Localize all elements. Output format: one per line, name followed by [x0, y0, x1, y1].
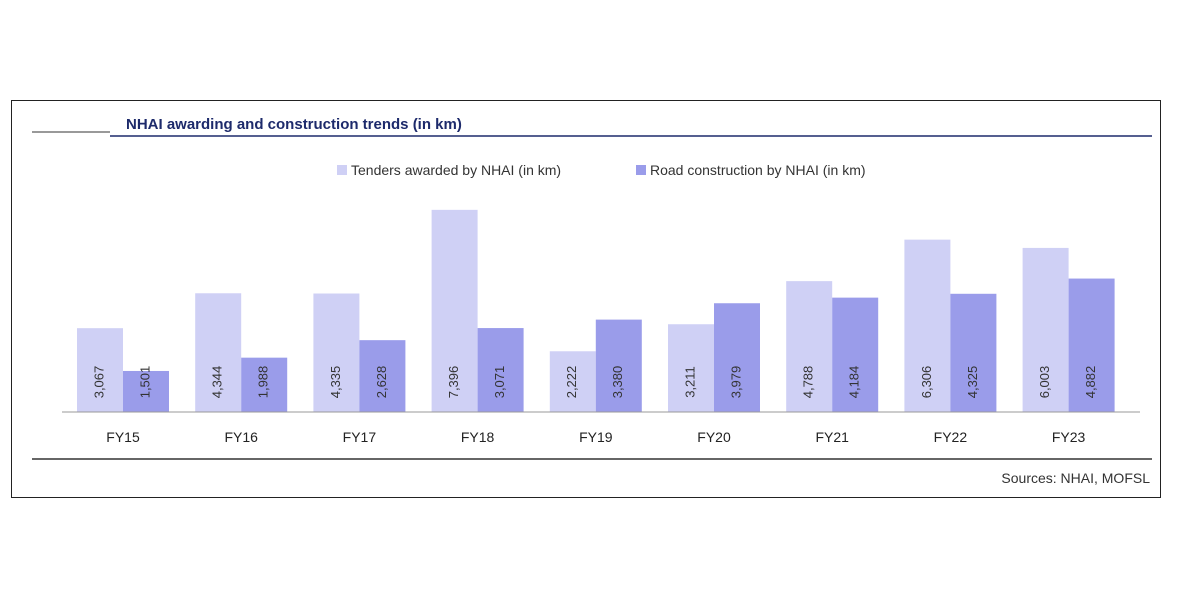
bar-construction-fy16	[241, 357, 288, 412]
bar-construction-fy21	[832, 297, 879, 412]
value-label-tenders-fy17: 4,335	[328, 366, 343, 399]
bar-construction-fy17	[359, 340, 406, 412]
legend-swatch-tenders	[337, 165, 347, 175]
x-tick-fy17: FY17	[343, 429, 377, 445]
legend-swatch-construction	[636, 165, 646, 175]
source-note: Sources: NHAI, MOFSL	[1001, 470, 1150, 486]
value-label-construction-fy18: 3,071	[492, 366, 507, 399]
value-label-tenders-fy15: 3,067	[91, 366, 106, 399]
x-tick-fy23: FY23	[1052, 429, 1086, 445]
bar-construction-fy20	[714, 303, 760, 412]
bar-tenders-fy19	[549, 351, 596, 412]
value-label-tenders-fy23: 6,003	[1037, 366, 1052, 399]
value-label-tenders-fy19: 2,222	[564, 366, 579, 399]
value-label-construction-fy16: 1,988	[256, 366, 271, 399]
value-label-construction-fy23: 4,882	[1083, 366, 1098, 399]
x-tick-fy20: FY20	[697, 429, 731, 445]
legend: Tenders awarded by NHAI (in km) Road con…	[337, 162, 866, 178]
value-label-construction-fy22: 4,325	[965, 366, 980, 399]
value-label-tenders-fy21: 4,788	[801, 366, 816, 399]
legend-label-tenders: Tenders awarded by NHAI (in km)	[351, 162, 561, 178]
bar-construction-fy23	[1068, 278, 1115, 412]
value-labels-group: 3,067 1,501 4,344 1,988 4,335 2,628 7,396 3,071…	[91, 366, 1098, 399]
x-tick-fy19: FY19	[579, 429, 613, 445]
x-tick-fy21: FY21	[815, 429, 849, 445]
x-tick-fy16: FY16	[224, 429, 258, 445]
bar-tenders-fy20	[668, 324, 714, 412]
x-tick-fy15: FY15	[106, 429, 140, 445]
value-label-tenders-fy22: 6,306	[919, 366, 934, 399]
bar-construction-fy18	[477, 328, 524, 412]
value-label-construction-fy21: 4,184	[847, 366, 862, 399]
bar-tenders-fy17	[313, 293, 360, 412]
bar-tenders-fy15	[77, 328, 123, 412]
value-label-construction-fy15: 1,501	[137, 366, 152, 399]
legend-label-construction: Road construction by NHAI (in km)	[650, 162, 866, 178]
value-label-construction-fy19: 3,380	[610, 366, 625, 399]
x-tick-fy22: FY22	[934, 429, 968, 445]
value-label-construction-fy20: 3,979	[728, 366, 743, 399]
bar-tenders-fy16	[195, 293, 242, 412]
bar-construction-fy22	[950, 293, 997, 412]
bars-group	[77, 209, 1115, 412]
bar-tenders-fy22	[904, 239, 951, 412]
bar-construction-fy19	[595, 319, 642, 412]
bar-tenders-fy23	[1022, 247, 1069, 412]
bar-chart: NHAI awarding and construction trends (i…	[32, 116, 1152, 486]
value-label-tenders-fy18: 7,396	[446, 366, 461, 399]
value-label-tenders-fy20: 3,211	[682, 366, 697, 398]
x-tick-fy18: FY18	[461, 429, 495, 445]
bar-construction-fy15	[123, 370, 169, 412]
bar-tenders-fy21	[786, 281, 833, 412]
x-tick-labels: FY15 FY16 FY17 FY18 FY19 FY20 FY21 FY22 FY23	[106, 429, 1085, 445]
value-label-tenders-fy16: 4,344	[210, 366, 225, 399]
chart-frame: NHAI awarding and construction trends (i…	[11, 100, 1161, 498]
bar-tenders-fy18	[431, 209, 478, 412]
value-label-construction-fy17: 2,628	[374, 366, 389, 399]
chart-title: NHAI awarding and construction trends (i…	[126, 116, 462, 133]
